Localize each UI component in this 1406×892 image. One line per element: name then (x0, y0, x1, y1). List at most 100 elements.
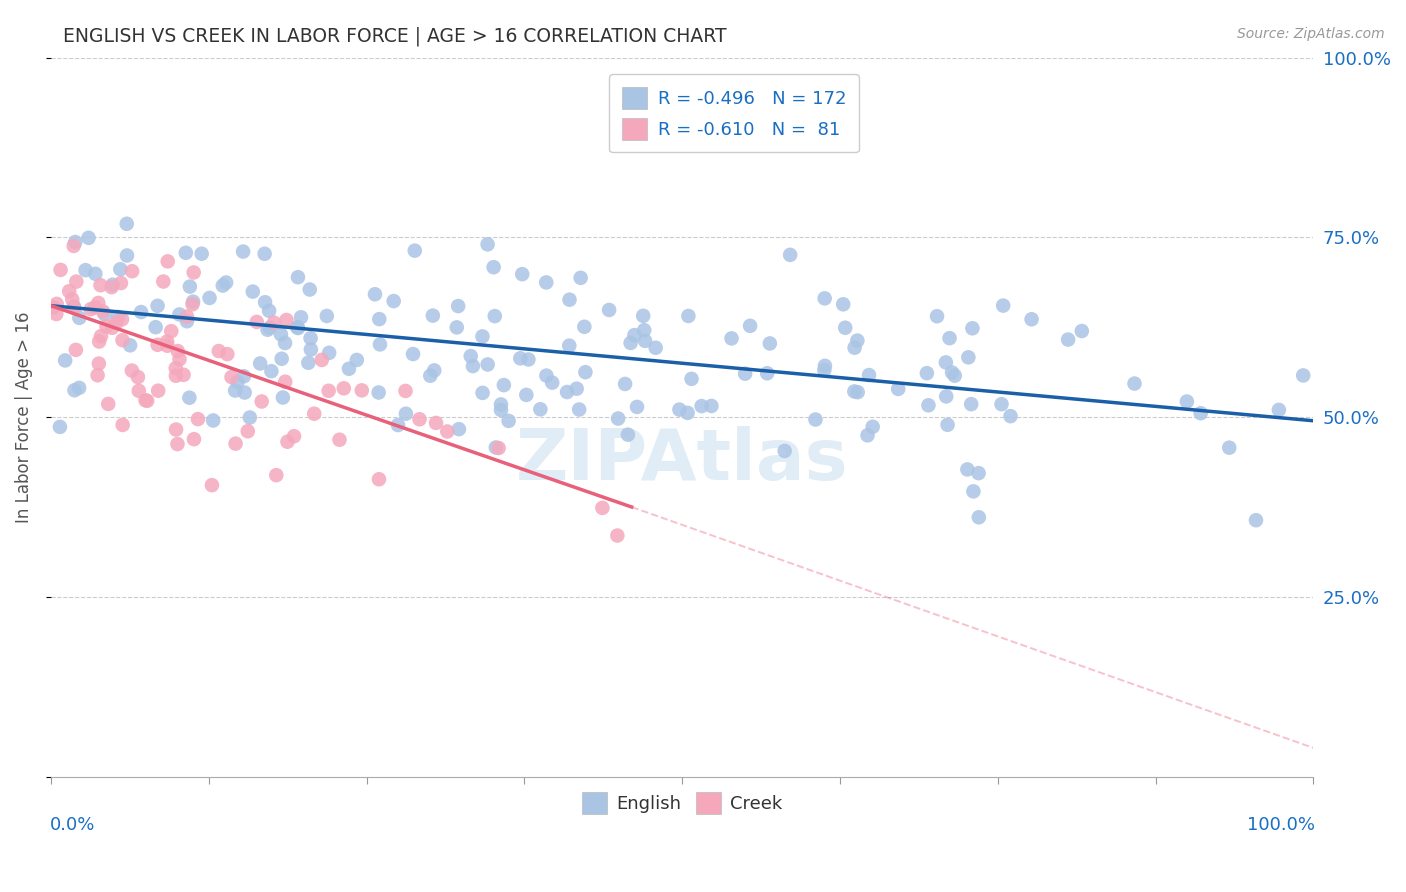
Point (423, 363, 446, 377)
Point (260, 364, 283, 378)
Point (226, 375, 249, 389)
Point (283, 429, 305, 443)
Text: 100.0%: 100.0% (1247, 816, 1315, 834)
Point (623, 328, 645, 343)
Point (94, 307, 117, 321)
Point (249, 356, 271, 370)
Point (529, 402, 551, 417)
Point (668, 402, 690, 417)
Point (152, 275, 174, 289)
Point (477, 358, 499, 372)
Point (941, 366, 963, 380)
Point (53, 353, 76, 368)
Point (60, 293, 83, 307)
Point (485, 441, 508, 455)
Point (101, 277, 124, 292)
Point (489, 397, 512, 411)
Point (211, 278, 233, 293)
Point (1292, 368, 1315, 383)
Point (45, 297, 67, 311)
Point (962, 484, 984, 499)
Point (63, 299, 86, 313)
Point (83, 301, 105, 315)
Point (368, 337, 391, 351)
Point (598, 302, 620, 317)
Point (236, 424, 259, 438)
Point (558, 293, 581, 307)
Point (179, 279, 201, 293)
Point (302, 407, 325, 421)
Point (242, 285, 264, 299)
Point (447, 299, 470, 313)
Point (382, 294, 405, 309)
Point (87, 296, 110, 310)
Point (633, 323, 655, 337)
Point (297, 356, 319, 370)
Point (232, 369, 254, 384)
Point (165, 368, 187, 383)
Point (298, 283, 321, 297)
Point (935, 355, 957, 369)
Point (84, 267, 107, 281)
Point (270, 327, 292, 342)
Point (318, 384, 340, 398)
Point (477, 237, 499, 252)
Point (169, 352, 191, 367)
Point (482, 260, 505, 275)
Point (844, 341, 866, 355)
Point (90, 329, 112, 343)
Point (266, 468, 288, 483)
Point (425, 416, 447, 430)
Point (174, 245, 197, 260)
Point (233, 385, 256, 400)
Point (917, 398, 939, 412)
Point (756, 366, 779, 380)
Point (956, 462, 979, 476)
Point (65, 235, 87, 249)
Point (350, 384, 373, 398)
Point (626, 400, 648, 414)
Point (447, 422, 470, 436)
Point (517, 352, 540, 367)
Point (115, 217, 138, 231)
Point (127, 370, 149, 384)
Point (938, 331, 960, 345)
Point (165, 423, 187, 437)
Point (181, 297, 204, 311)
Point (620, 335, 643, 350)
Point (181, 294, 204, 309)
Text: ZIPAtlas: ZIPAtlas (516, 425, 848, 495)
Point (173, 368, 195, 382)
Point (844, 384, 866, 399)
Point (333, 381, 356, 395)
Point (63, 383, 86, 397)
Point (271, 391, 294, 405)
Point (128, 384, 150, 398)
Point (111, 333, 134, 347)
Point (111, 417, 134, 432)
Point (681, 372, 703, 386)
Point (834, 320, 856, 334)
Point (221, 370, 243, 384)
Point (960, 397, 983, 411)
Point (110, 276, 132, 290)
Point (804, 412, 827, 426)
Point (536, 276, 558, 290)
Point (101, 321, 124, 335)
Point (67, 381, 90, 395)
Point (287, 321, 309, 335)
Point (129, 305, 152, 319)
Point (121, 363, 143, 377)
Point (446, 320, 468, 334)
Point (201, 478, 224, 492)
Point (156, 339, 179, 353)
Point (536, 368, 558, 383)
Point (915, 366, 938, 380)
Point (96, 319, 118, 334)
Point (224, 384, 246, 398)
Point (337, 361, 360, 376)
Point (259, 320, 281, 334)
Point (100, 280, 122, 294)
Point (846, 385, 869, 400)
Point (957, 351, 980, 365)
